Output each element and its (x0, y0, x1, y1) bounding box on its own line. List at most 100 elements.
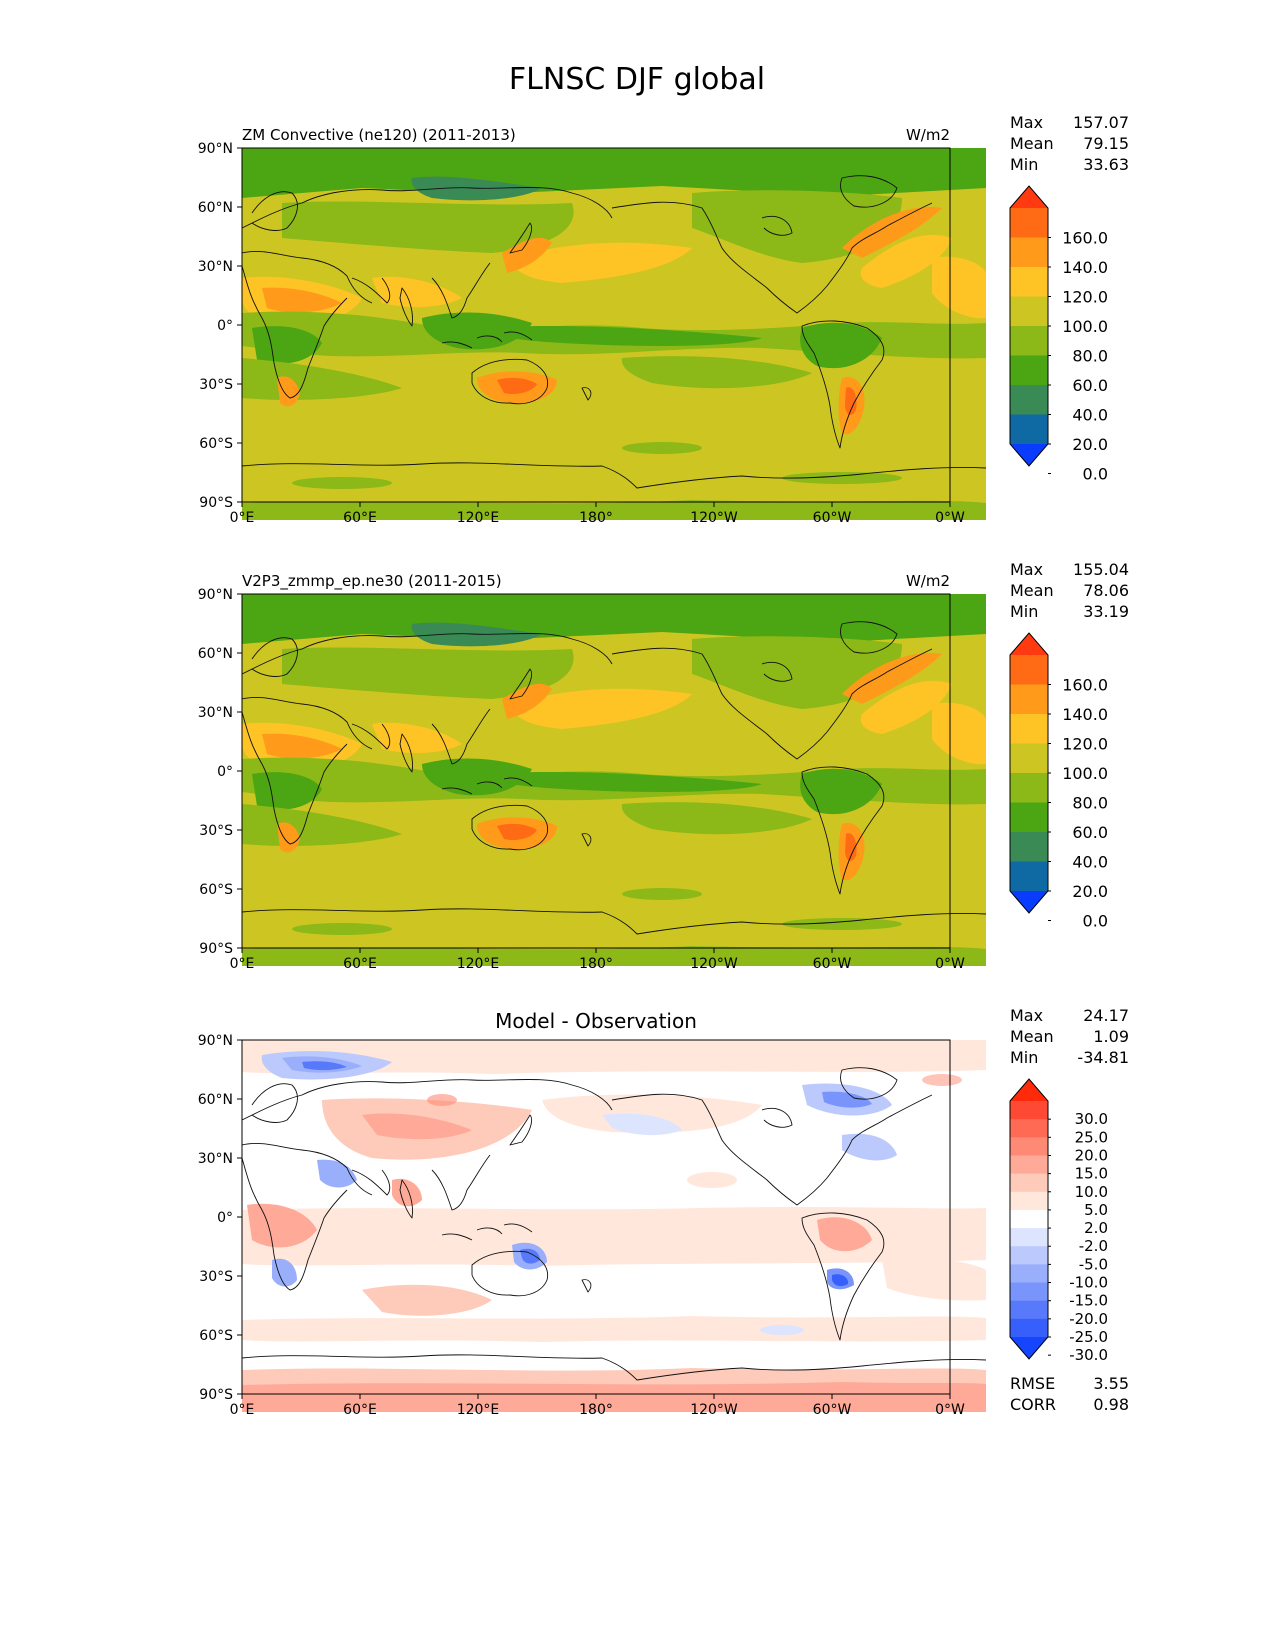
colorbar-label: 0.0 (1083, 912, 1108, 931)
y-tick-label: 90°N (198, 1033, 233, 1049)
panel-2-colorbar: 160.0 140.0 120.0 100.0 80.0 60.0 40.0 20.0 0.0 (1009, 632, 1108, 931)
colorbar-swatch (1010, 684, 1048, 715)
colorbar-swatch (1010, 1191, 1048, 1211)
max-value: 24.17 (1083, 1006, 1129, 1025)
x-tick-label: 120°W (690, 1402, 738, 1418)
panel-2-units: W/m2 (906, 572, 950, 590)
colorbar-extend-top (1010, 186, 1048, 208)
colorbar-swatch (1010, 1173, 1048, 1193)
colorbar-label: 20.0 (1075, 1146, 1108, 1164)
x-tick-label: 0°W (935, 510, 965, 526)
x-tick-label: 0°W (935, 956, 965, 972)
colorbar-label: 160.0 (1062, 676, 1108, 695)
panel-3-colorbar: 30.025.020.015.010.05.02.0-2.0-5.0-10.0-… (1009, 1078, 1108, 1364)
colorbar-label: 0.0 (1083, 465, 1108, 484)
colorbar-label: 40.0 (1072, 853, 1108, 872)
x-tick-label: 60°E (343, 956, 377, 972)
colorbar-swatch (1010, 208, 1048, 238)
x-tick-label: 0°E (230, 510, 255, 526)
min-label: Min (1010, 155, 1038, 174)
colorbar-swatch (1010, 414, 1048, 445)
colorbar-extend-top (1010, 633, 1048, 655)
mean-label: Mean (1010, 1027, 1054, 1046)
colorbar-swatch (1010, 1209, 1048, 1229)
y-tick-label: 30°N (198, 259, 233, 275)
y-tick-label: 60°S (199, 436, 233, 452)
min-value: -34.81 (1077, 1048, 1129, 1067)
x-tick-label: 60°W (813, 1402, 852, 1418)
colorbar-swatch (1010, 1282, 1048, 1302)
y-tick-label: 0° (217, 1210, 233, 1226)
y-tick-label: 30°S (199, 1269, 233, 1285)
x-tick-label: 120°E (457, 510, 500, 526)
y-tick-label: 90°S (199, 941, 233, 957)
y-tick-label: 60°S (199, 882, 233, 898)
y-tick-label: 0° (217, 764, 233, 780)
mean-value: 1.09 (1093, 1027, 1129, 1046)
panel-1-colorbar: 160.0 140.0 120.0 100.0 80.0 60.0 40.0 20.0 0.0 (1009, 185, 1108, 484)
x-tick-label: 60°E (343, 1402, 377, 1418)
colorbar-label: -10.0 (1069, 1274, 1108, 1292)
colorbar-swatch (1010, 1101, 1048, 1120)
figure-title: FLNSC DJF global (509, 62, 765, 97)
panel-3-stats: Max 24.17 Mean 1.09 Min -34.81 RMSE 3.55… (1010, 1006, 1129, 1414)
colorbar-swatch (1010, 1246, 1048, 1265)
colorbar-label: 140.0 (1062, 705, 1108, 724)
colorbar-label: 100.0 (1062, 317, 1108, 336)
y-tick-label: 30°S (199, 377, 233, 393)
x-tick-label: 180° (579, 1402, 613, 1418)
x-tick-label: 60°W (813, 510, 852, 526)
min-label: Min (1010, 602, 1038, 621)
max-label: Max (1010, 560, 1043, 579)
colorbar-swatch (1010, 326, 1048, 356)
colorbar-label: 120.0 (1062, 735, 1108, 754)
colorbar-swatch (1010, 1228, 1048, 1247)
colorbar-swatch (1010, 267, 1048, 297)
y-tick-label: 30°N (198, 705, 233, 721)
colorbar-label: 80.0 (1072, 347, 1108, 366)
x-tick-label: 120°W (690, 510, 738, 526)
mean-value: 79.15 (1083, 134, 1129, 153)
panel-1-map (242, 148, 986, 520)
max-label: Max (1010, 1006, 1043, 1025)
panel-1-units: W/m2 (906, 126, 950, 144)
x-tick-label: 0°E (230, 956, 255, 972)
panel-1-title: ZM Convective (ne120) (2011-2013) (242, 126, 516, 144)
y-tick-label: 30°S (199, 823, 233, 839)
colorbar-swatch (1010, 802, 1048, 833)
colorbar-label: 25.0 (1075, 1128, 1108, 1146)
colorbar-label: 5.0 (1084, 1201, 1108, 1219)
colorbar-label: -15.0 (1069, 1292, 1108, 1310)
x-tick-label: 0°E (230, 1402, 255, 1418)
rmse-label: RMSE (1010, 1374, 1055, 1393)
colorbar-label: -25.0 (1069, 1328, 1108, 1346)
x-tick-label: 120°W (690, 956, 738, 972)
colorbar-label: -5.0 (1079, 1255, 1108, 1273)
corr-label: CORR (1010, 1395, 1056, 1414)
rmse-value: 3.55 (1093, 1374, 1129, 1393)
y-tick-label: 90°S (199, 495, 233, 511)
y-tick-label: 90°N (198, 587, 233, 603)
x-tick-label: 120°E (457, 1402, 500, 1418)
panel-2-title: V2P3_zmmp_ep.ne30 (2011-2015) (242, 572, 502, 591)
y-tick-label: 0° (217, 318, 233, 334)
colorbar-swatch (1010, 1318, 1048, 1338)
colorbar-label: 140.0 (1062, 258, 1108, 277)
max-value: 157.07 (1073, 113, 1129, 132)
colorbar-label: 15.0 (1075, 1165, 1108, 1183)
max-label: Max (1010, 113, 1043, 132)
colorbar-label: 20.0 (1072, 882, 1108, 901)
colorbar-swatch (1010, 1137, 1048, 1156)
colorbar-swatch (1010, 355, 1048, 386)
colorbar-label: 60.0 (1072, 823, 1108, 842)
colorbar-label: -2.0 (1079, 1237, 1108, 1255)
colorbar-swatch (1010, 773, 1048, 803)
colorbar-swatch (1010, 1264, 1048, 1284)
colorbar-label: 40.0 (1072, 406, 1108, 425)
colorbar-swatch (1010, 1155, 1048, 1175)
mean-label: Mean (1010, 581, 1054, 600)
panel-2-map (242, 594, 986, 966)
x-tick-label: 120°E (457, 956, 500, 972)
colorbar-label: 100.0 (1062, 764, 1108, 783)
